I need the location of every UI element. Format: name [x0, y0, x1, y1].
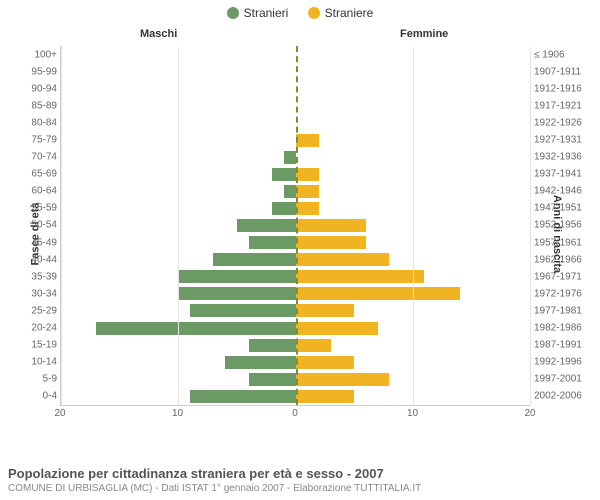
x-tick-label: 10	[172, 408, 183, 419]
bar-female	[296, 287, 460, 300]
legend-male-swatch	[227, 7, 239, 19]
legend-male-label: Stranieri	[244, 6, 289, 20]
birth-label: 1962-1966	[534, 254, 588, 265]
bar-male	[178, 287, 295, 300]
age-label: 25-29	[17, 305, 57, 316]
age-label: 10-14	[17, 357, 57, 368]
plot-area: 100+≤ 190695-991907-191190-941912-191685…	[60, 46, 530, 406]
age-label: 100+	[17, 49, 57, 60]
gridline	[178, 46, 179, 405]
bar-male	[249, 236, 296, 249]
age-label: 20-24	[17, 323, 57, 334]
header-right: Femmine	[400, 28, 448, 40]
header-left: Maschi	[140, 28, 177, 40]
birth-label: 1927-1931	[534, 135, 588, 146]
birth-label: 1917-1921	[534, 100, 588, 111]
birth-label: 1942-1946	[534, 186, 588, 197]
footer-sub: COMUNE DI URBISAGLIA (MC) - Dati ISTAT 1…	[8, 483, 592, 494]
legend-female: Straniere	[308, 6, 374, 20]
gridline	[413, 46, 414, 405]
bar-male	[272, 168, 295, 181]
age-label: 35-39	[17, 271, 57, 282]
x-tick-label: 20	[54, 408, 65, 419]
bar-male	[284, 151, 296, 164]
age-label: 50-54	[17, 220, 57, 231]
bar-female	[296, 270, 425, 283]
birth-label: 1932-1936	[534, 152, 588, 163]
bar-female	[296, 373, 390, 386]
bar-male	[96, 322, 295, 335]
gridline	[61, 46, 62, 405]
age-label: 65-69	[17, 169, 57, 180]
bar-male	[178, 270, 295, 283]
bar-male	[213, 253, 295, 266]
bar-female	[296, 168, 319, 181]
x-tick-label: 20	[524, 408, 535, 419]
legend-male: Stranieri	[227, 6, 289, 20]
bar-female	[296, 134, 319, 147]
birth-label: 1992-1996	[534, 357, 588, 368]
age-label: 60-64	[17, 186, 57, 197]
bar-male	[225, 356, 295, 369]
bar-female	[296, 236, 366, 249]
birth-label: ≤ 1906	[534, 49, 588, 60]
birth-label: 1937-1941	[534, 169, 588, 180]
bar-male	[249, 339, 296, 352]
bar-male	[249, 373, 296, 386]
bar-male	[237, 219, 296, 232]
birth-label: 1907-1911	[534, 66, 588, 77]
chart: Maschi Femmine Fasce di età Anni di nasc…	[0, 24, 600, 444]
birth-label: 1972-1976	[534, 288, 588, 299]
birth-label: 1997-2001	[534, 374, 588, 385]
birth-label: 1977-1981	[534, 305, 588, 316]
bar-female	[296, 202, 319, 215]
bar-male	[284, 185, 296, 198]
birth-label: 1987-1991	[534, 340, 588, 351]
age-label: 55-59	[17, 203, 57, 214]
bar-female	[296, 356, 355, 369]
x-tick-label: 0	[292, 408, 298, 419]
age-label: 5-9	[17, 374, 57, 385]
age-label: 90-94	[17, 83, 57, 94]
footer: Popolazione per cittadinanza straniera p…	[8, 466, 592, 494]
legend: Stranieri Straniere	[0, 0, 600, 24]
legend-female-swatch	[308, 7, 320, 19]
age-label: 85-89	[17, 100, 57, 111]
age-label: 45-49	[17, 237, 57, 248]
birth-label: 1957-1961	[534, 237, 588, 248]
age-label: 70-74	[17, 152, 57, 163]
age-label: 30-34	[17, 288, 57, 299]
gridline	[530, 46, 531, 405]
bar-female	[296, 390, 355, 403]
age-label: 95-99	[17, 66, 57, 77]
footer-title: Popolazione per cittadinanza straniera p…	[8, 466, 592, 481]
bar-female	[296, 219, 366, 232]
header-labels: Maschi Femmine	[0, 28, 600, 44]
age-label: 80-84	[17, 117, 57, 128]
age-label: 0-4	[17, 391, 57, 402]
bar-male	[190, 390, 296, 403]
bar-female	[296, 185, 319, 198]
birth-label: 1922-1926	[534, 117, 588, 128]
x-tick-label: 10	[407, 408, 418, 419]
bar-female	[296, 304, 355, 317]
age-label: 40-44	[17, 254, 57, 265]
birth-label: 1912-1916	[534, 83, 588, 94]
bar-female	[296, 253, 390, 266]
birth-label: 1967-1971	[534, 271, 588, 282]
birth-label: 1947-1951	[534, 203, 588, 214]
bar-female	[296, 322, 378, 335]
age-label: 15-19	[17, 340, 57, 351]
x-ticks: 201001020	[60, 408, 530, 422]
bar-female	[296, 339, 331, 352]
bar-male	[272, 202, 295, 215]
center-line	[296, 46, 298, 405]
birth-label: 1982-1986	[534, 323, 588, 334]
birth-label: 1952-1956	[534, 220, 588, 231]
bar-male	[190, 304, 296, 317]
birth-label: 2002-2006	[534, 391, 588, 402]
legend-female-label: Straniere	[325, 6, 374, 20]
age-label: 75-79	[17, 135, 57, 146]
